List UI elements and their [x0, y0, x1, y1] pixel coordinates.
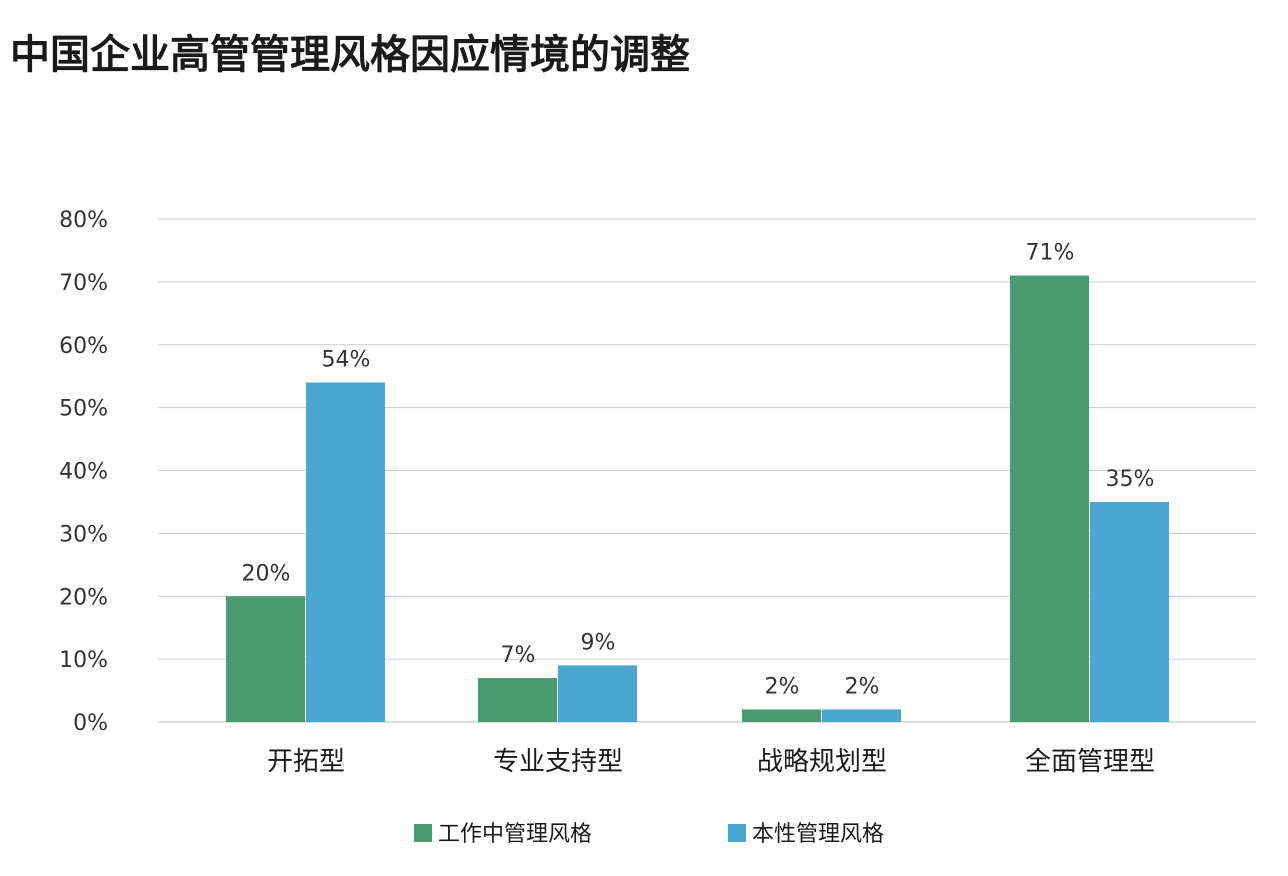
- data-label: 2%: [765, 674, 800, 699]
- data-label: 54%: [322, 347, 371, 372]
- bar-natural-style-2: [822, 709, 901, 722]
- legend-swatch: [414, 824, 432, 842]
- y-tick-label: 20%: [59, 585, 108, 610]
- bar-work-style-1: [478, 677, 557, 722]
- legend-swatch: [728, 824, 746, 842]
- data-label: 35%: [1106, 467, 1155, 492]
- data-label: 9%: [581, 630, 616, 655]
- bar-work-style-0: [226, 596, 305, 722]
- y-tick-label: 30%: [59, 522, 108, 547]
- y-tick-label: 40%: [59, 460, 108, 485]
- data-label: 20%: [242, 561, 291, 586]
- data-label: 7%: [501, 643, 536, 668]
- y-tick-label: 60%: [59, 334, 108, 359]
- bar-natural-style-3: [1090, 501, 1169, 722]
- legend-label: 工作中管理风格: [438, 822, 592, 847]
- bar-work-style-3: [1010, 275, 1089, 722]
- y-tick-label: 50%: [59, 397, 108, 422]
- y-tick-label: 80%: [59, 208, 108, 233]
- y-axis-ticks: 0% 10% 20% 30% 40% 50% 60% 70% 80%: [59, 208, 108, 736]
- category-label: 开拓型: [267, 747, 345, 777]
- y-tick-label: 0%: [73, 711, 108, 736]
- data-label: 71%: [1026, 241, 1075, 266]
- y-tick-label: 10%: [59, 648, 108, 673]
- bar-natural-style-1: [558, 665, 637, 722]
- category-label: 全面管理型: [1025, 747, 1155, 777]
- bars: [226, 275, 1169, 722]
- bar-work-style-2: [742, 709, 821, 722]
- bar-natural-style-0: [306, 382, 385, 722]
- data-labels: 20% 54% 7% 9% 2% 2% 71% 35%: [242, 241, 1155, 700]
- category-label: 战略规划型: [757, 747, 887, 777]
- y-tick-label: 70%: [59, 271, 108, 296]
- legend: 工作中管理风格 本性管理风格: [414, 822, 884, 847]
- x-axis-categories: 开拓型 专业支持型 战略规划型 全面管理型: [267, 747, 1155, 777]
- category-label: 专业支持型: [493, 747, 623, 777]
- data-label: 2%: [845, 674, 880, 699]
- chart-title: 中国企业高管管理风格因应情境的调整: [10, 32, 690, 78]
- legend-label: 本性管理风格: [752, 822, 884, 847]
